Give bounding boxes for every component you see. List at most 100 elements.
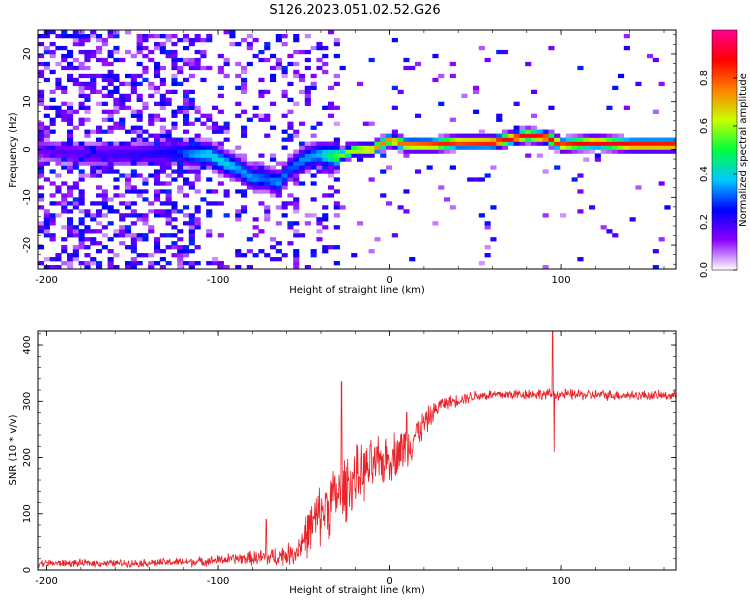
spectrogram-cell (90, 173, 97, 178)
spectrogram-cell (130, 113, 137, 118)
spectrogram-cell (258, 189, 265, 194)
spectrogram-cell (84, 65, 91, 71)
spectrogram-cell (67, 169, 74, 174)
spectrogram-cell (241, 205, 248, 210)
spectrogram-cell (536, 141, 543, 146)
spectrogram-cell (107, 237, 114, 242)
spectrogram-cell (310, 165, 317, 170)
spectrogram-cell (368, 145, 375, 150)
spectrogram-cell (235, 165, 242, 170)
spectrogram-cell (107, 161, 114, 166)
spectrogram-cell (252, 185, 259, 190)
spectrogram-cell (148, 229, 155, 234)
spectrogram-cell (142, 181, 149, 186)
spectrogram-cell (299, 161, 306, 166)
spectrogram-cell (78, 197, 85, 202)
spectrogram-cell (136, 117, 143, 122)
spectrogram-cell (612, 149, 619, 154)
spectrogram-cell (194, 209, 201, 214)
spectrogram-cell (235, 217, 242, 222)
spectrogram-cell (258, 93, 265, 99)
spectrogram-cell (113, 145, 120, 150)
spectrogram-cell (125, 81, 132, 87)
spectrogram-cell (188, 149, 195, 154)
spectrogram-cell (449, 141, 456, 146)
spectrogram-cell (299, 141, 306, 146)
spectrogram-cell (101, 205, 108, 210)
spectrogram-cell (113, 89, 120, 95)
spectrogram-cell (252, 253, 259, 258)
spectrogram-cell (49, 41, 56, 47)
spectrogram-cell (159, 213, 166, 218)
spectrogram-cell (183, 261, 190, 266)
spectrogram-cell (188, 105, 195, 110)
spectrogram-cell (241, 153, 248, 158)
spectrogram-cell (188, 249, 195, 254)
spectrogram-cell (154, 169, 161, 174)
spectrogram-cell (658, 149, 665, 154)
spectrogram-cell (235, 101, 242, 106)
spectrogram-cell (101, 117, 108, 122)
spectrogram-cell (125, 73, 132, 79)
spectrogram-cell (200, 145, 207, 150)
spectrogram-cell (61, 261, 68, 266)
spectrogram-cell (478, 129, 485, 134)
spectrogram-cell (339, 205, 346, 210)
spectrogram-cell (159, 157, 166, 162)
spectrogram-cell (217, 261, 224, 266)
spectrogram-cell (165, 133, 172, 138)
spectrogram-cell (293, 61, 300, 67)
spectrogram-cell (391, 133, 398, 138)
spectrogram-cell (217, 201, 224, 206)
spectrogram-cell (217, 169, 224, 174)
spectrogram-cell (171, 153, 178, 158)
spectrogram-cell (281, 69, 288, 75)
spectrogram-cell (183, 117, 190, 122)
spectrogram-cell (188, 161, 195, 166)
spectrogram-cell (217, 129, 224, 134)
spectrogram-cell (183, 113, 190, 118)
spectrogram-cell (136, 137, 143, 142)
spectrogram-cell (72, 165, 79, 170)
spectrogram-cell (490, 237, 497, 242)
spectrogram-cell (84, 93, 91, 99)
spectrogram-cell (362, 145, 369, 150)
spectrogram-cell (473, 85, 480, 91)
spectrogram-cell (322, 45, 329, 51)
spectrogram-cell (241, 209, 248, 214)
spectrogram-cell (293, 69, 300, 75)
spectrogram-cell (67, 53, 74, 59)
spectrogram-cell (154, 137, 161, 142)
spectrogram-cell (90, 145, 97, 150)
spectrogram-cell (136, 213, 143, 218)
spectrogram-cell (409, 145, 416, 150)
spectrogram-cell (67, 185, 74, 190)
spectrogram-cell (287, 173, 294, 178)
spectrogram-cell (142, 161, 149, 166)
spectrogram-cell (183, 245, 190, 250)
spectrogram-cell (171, 201, 178, 206)
spectrogram-cell (287, 241, 294, 246)
spectrogram-cell (125, 245, 132, 250)
spectrogram-cell (136, 233, 143, 238)
spectrogram-cell (154, 89, 161, 95)
spectrogram-cell (357, 145, 364, 150)
spectrogram-cell (159, 233, 166, 238)
spectrogram-cell (171, 245, 178, 250)
spectrogram-cell (513, 129, 520, 134)
spectrogram-cell (571, 141, 578, 146)
spectrogram-cell (420, 137, 427, 142)
spectrogram-cell (490, 205, 497, 210)
spectrogram-cell (339, 65, 346, 71)
spectrogram-cell (322, 153, 329, 158)
spectrogram-cell (281, 213, 288, 218)
spectrogram-cell (304, 221, 311, 226)
spectrogram-cell (310, 45, 317, 51)
spectrogram-cell (212, 189, 219, 194)
spectrogram-cell (142, 237, 149, 242)
spectrogram-cell (188, 153, 195, 158)
spectrogram-cell (72, 153, 79, 158)
spectrogram-cell (171, 113, 178, 118)
spectrogram-cell (287, 81, 294, 87)
spectrogram-cell (136, 157, 143, 162)
